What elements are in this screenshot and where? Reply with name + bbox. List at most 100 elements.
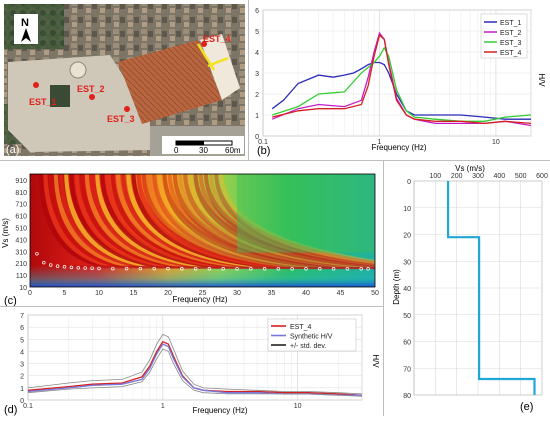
heatmap-picked-point xyxy=(290,267,294,271)
chart-e-xtick-label: 100 xyxy=(429,173,441,180)
heatmap-stripe xyxy=(203,174,375,267)
north-label: N xyxy=(21,17,29,29)
chart-c-xtick-label: 30 xyxy=(233,290,241,297)
chart-c-xtick-label: 10 xyxy=(95,290,103,297)
chart-c-xtick-label: 15 xyxy=(130,290,138,297)
panel-a-map: EST_1 EST_2 EST_3 EST_4 N 0 30 60m (a) xyxy=(0,0,248,160)
heatmap-picked-point xyxy=(124,266,129,271)
heatmap-high-frequency-region xyxy=(237,174,375,253)
panel-e-vs-profile: 100 200 300 400 500 600 0 10 20 30 40 50 60 70 80 Vs (… xyxy=(384,161,550,416)
chart-c-xlabel: Frequency (Hz) xyxy=(172,295,227,304)
church-roof xyxy=(118,40,222,124)
chart-e-ytick-label: 20 xyxy=(403,233,411,240)
chart-b-ytick-label: 1 xyxy=(255,113,259,120)
station-label-3: EST_3 xyxy=(107,114,135,124)
chart-c-xtick-label: 5 xyxy=(63,290,67,297)
chart-c-xtick-label: 25 xyxy=(199,290,207,297)
chart-b-ytick-label: 4 xyxy=(255,50,259,57)
chart-b-xtick-label: 1 xyxy=(378,139,382,146)
heatmap-picked-point xyxy=(97,266,101,271)
chart-d-ytick-label: 7 xyxy=(20,313,24,320)
heatmap-picked-point xyxy=(166,266,170,271)
chart-e-ytick-label: 60 xyxy=(403,340,411,347)
chart-e-ytick-label: 30 xyxy=(403,259,411,266)
chart-d-series-line-2 xyxy=(27,333,363,395)
chart-b-xlabel: Frequency (Hz) xyxy=(371,143,426,152)
panel-b-hv-curves: 0 1 2 3 4 5 6 0.1 1 10 EST_1 EST_2 EST_3 EST_4 Frequ… xyxy=(249,0,550,160)
scale-tick-0: 0 xyxy=(174,146,179,155)
heatmap-picked-point xyxy=(221,267,225,271)
chart-c-ylabel: Vs (m/s) xyxy=(1,218,10,248)
divider-horizontal-top xyxy=(0,160,550,161)
fountain xyxy=(69,61,87,79)
chart-c-ytick-label: 210 xyxy=(15,261,27,268)
heatmap-picked-point xyxy=(193,267,198,271)
chart-b-axes: 0 1 2 3 4 5 6 0.1 1 10 xyxy=(255,8,500,146)
chart-e-svg: 100 200 300 400 500 600 0 10 20 30 40 50 60 70 80 Vs (… xyxy=(392,164,548,413)
chart-e-xtick-label: 200 xyxy=(451,173,463,180)
heatmap-stripe xyxy=(209,174,375,266)
panel-d-synthetic: 0 1 2 3 4 5 6 7 0.1 1 10 EST_4 Synthetic H/V +/- std… xyxy=(0,307,383,416)
chart-d-ytick-label: 6 xyxy=(20,325,24,332)
chart-b-legend: EST_1 EST_2 EST_3 EST_4 xyxy=(480,13,528,59)
heatmap-picked-point xyxy=(276,267,281,271)
chart-d-series-line-0 xyxy=(27,340,363,396)
plaza-square xyxy=(8,55,150,152)
chart-b-legend-label: EST_1 xyxy=(500,20,522,27)
chart-d-ytick-label: 2 xyxy=(20,374,24,381)
chart-c-ytick-label: 710 xyxy=(15,202,27,209)
chart-e-axes: 100 200 300 400 500 600 0 10 20 30 40 50 60 70 80 xyxy=(403,173,548,400)
chart-c-axes: 0 5 10 15 20 25 30 35 40 45 5010110210310410510610… xyxy=(15,178,379,297)
chart-d-ytick-label: 1 xyxy=(20,386,24,393)
chart-d-ytick-label: 0 xyxy=(20,398,24,405)
heatmap-picked-point xyxy=(69,265,74,270)
chart-e-xlabel: Vs (m/s) xyxy=(455,164,485,173)
panel-letter-c: (c) xyxy=(4,295,17,306)
chart-e-xtick-label: 500 xyxy=(515,173,527,180)
chart-d-lines xyxy=(27,333,363,397)
chart-b-ytick-label: 0 xyxy=(255,134,259,141)
chart-c-ytick-label: 10 xyxy=(19,285,27,292)
chart-d-xtick-label: 1 xyxy=(161,403,165,410)
heatmap-picked-curve xyxy=(35,251,370,271)
heatmap-picked-point xyxy=(304,267,308,271)
scale-tick-60: 60m xyxy=(225,146,241,155)
chart-c-ytick-label: 410 xyxy=(15,237,27,244)
chart-b-series-line-3 xyxy=(272,34,532,125)
heatmap-picked-point xyxy=(359,267,363,271)
chart-b-series-line-0 xyxy=(271,61,531,120)
chart-c-xtick-label: 0 xyxy=(28,290,32,297)
heatmap-picked-point xyxy=(207,267,212,271)
chart-b-legend-label: EST_2 xyxy=(500,30,522,37)
church-apse xyxy=(200,34,240,100)
heatmap-picked-point xyxy=(152,266,156,271)
divider-horizontal-middle xyxy=(0,306,383,307)
station-label-4: EST_4 xyxy=(203,34,231,44)
heatmap-picked-point xyxy=(76,265,81,270)
chart-d-ytick-label: 5 xyxy=(20,337,24,344)
chart-e-ytick-label: 70 xyxy=(403,366,411,373)
chart-c-frame xyxy=(29,173,376,288)
heatmap-picked-point xyxy=(318,267,322,271)
chart-c-ytick-label: 310 xyxy=(15,249,27,256)
north-arrow-icon xyxy=(21,28,31,42)
chart-d-axes: 0 1 2 3 4 5 6 7 0.1 1 10 xyxy=(20,313,302,410)
chart-c-ytick-label: 610 xyxy=(15,214,27,221)
scale-tick-30: 30 xyxy=(199,146,208,155)
heatmap-stripe xyxy=(198,174,375,268)
panel-letter-b: (b) xyxy=(257,145,270,157)
chart-c-xtick-label: 40 xyxy=(302,290,310,297)
heatmap-picked-point xyxy=(262,267,267,271)
heatmap-picked-point xyxy=(83,266,87,270)
chart-d-legend-label: +/- std. dev. xyxy=(290,343,326,350)
chart-d-xlabel: Frequency (Hz) xyxy=(192,406,247,415)
heatmap-picked-point xyxy=(331,267,336,271)
panel-letter-e: (e) xyxy=(520,401,533,413)
chart-c-svg: 0 5 10 15 20 25 30 35 40 45 5010110210310410510610… xyxy=(1,173,379,307)
chart-d-xtick-label: 10 xyxy=(294,403,302,410)
chart-d-ytick-label: 3 xyxy=(20,362,24,369)
chart-c-ytick-label: 110 xyxy=(16,273,27,280)
chart-b-legend-label: EST_4 xyxy=(500,50,522,57)
station-label-1: EST_1 xyxy=(29,97,57,107)
